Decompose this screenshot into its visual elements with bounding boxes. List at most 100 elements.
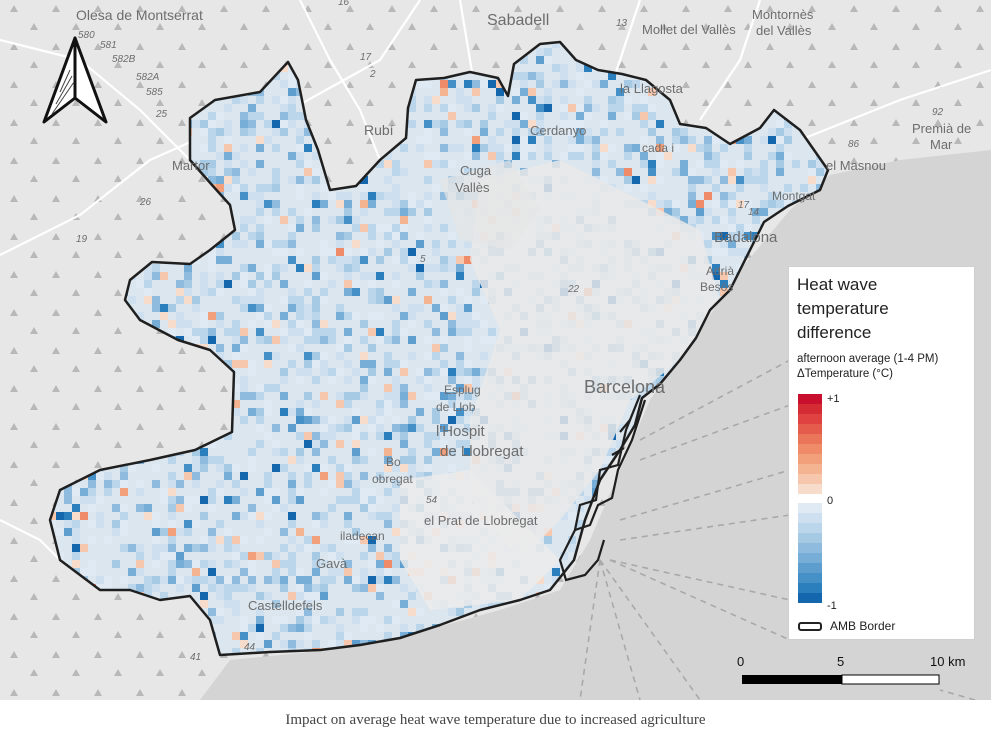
heat-cell xyxy=(744,232,752,240)
heat-cell xyxy=(496,128,504,136)
heat-cell xyxy=(384,248,392,256)
heat-cell xyxy=(96,472,104,480)
heat-cell xyxy=(280,528,288,536)
heat-cell xyxy=(648,384,656,392)
heat-cell xyxy=(432,344,440,352)
road-number-label: 582A xyxy=(136,72,160,83)
label-llobregat: obregat xyxy=(372,472,413,486)
heat-cell xyxy=(336,424,344,432)
heat-cell xyxy=(720,288,728,296)
legend-ramp-step xyxy=(798,444,822,454)
heat-cell xyxy=(152,560,160,568)
heat-cell xyxy=(448,376,456,384)
heat-cell xyxy=(208,144,216,152)
heat-cell xyxy=(696,144,704,152)
heat-cell xyxy=(608,160,616,168)
heat-cell xyxy=(232,400,240,408)
heat-cell xyxy=(272,336,280,344)
heat-cell xyxy=(680,168,688,176)
heat-cell xyxy=(416,200,424,208)
heat-cell xyxy=(120,472,128,480)
heat-cell xyxy=(432,152,440,160)
heat-cell xyxy=(112,504,120,512)
heat-cell xyxy=(192,120,200,128)
heat-cell xyxy=(72,560,80,568)
heat-cell xyxy=(104,480,112,488)
heat-cell xyxy=(344,464,352,472)
heat-cell xyxy=(280,296,288,304)
heat-cell xyxy=(440,336,448,344)
heat-cell xyxy=(392,384,400,392)
heat-cell xyxy=(480,128,488,136)
heat-cell xyxy=(152,296,160,304)
heat-cell xyxy=(688,144,696,152)
label-barcelona: Barcelona xyxy=(584,377,666,397)
heat-cell xyxy=(408,456,416,464)
heat-cell xyxy=(272,448,280,456)
heat-cell xyxy=(336,440,344,448)
road-number-label: 26 xyxy=(139,197,152,208)
scale-label-0: 0 xyxy=(737,654,744,669)
heat-cell xyxy=(624,80,632,88)
heat-cell xyxy=(376,408,384,416)
heat-cell xyxy=(208,176,216,184)
heat-cell xyxy=(432,328,440,336)
heat-cell xyxy=(120,480,128,488)
heat-cell xyxy=(576,520,584,528)
heat-cell xyxy=(744,152,752,160)
heat-cell xyxy=(264,472,272,480)
heat-cell xyxy=(360,320,368,328)
heat-cell xyxy=(328,336,336,344)
heat-cell xyxy=(632,176,640,184)
heat-cell xyxy=(544,48,552,56)
heat-cell xyxy=(440,256,448,264)
heat-cell xyxy=(392,240,400,248)
legend-ramp-step xyxy=(798,503,822,513)
heat-cell xyxy=(360,624,368,632)
map-area[interactable]: Olesa de Montserrat Sabadell Mollet del … xyxy=(0,0,991,700)
heat-cell xyxy=(104,584,112,592)
heat-cell xyxy=(248,408,256,416)
heat-cell xyxy=(296,488,304,496)
heat-cell xyxy=(232,360,240,368)
heat-cell xyxy=(288,592,296,600)
heat-cell xyxy=(336,264,344,272)
heat-cell xyxy=(312,360,320,368)
heat-cell xyxy=(376,568,384,576)
heat-cell xyxy=(584,136,592,144)
heat-cell xyxy=(360,496,368,504)
heat-cell xyxy=(168,456,176,464)
heat-cell xyxy=(360,176,368,184)
heat-cell xyxy=(248,456,256,464)
heat-cell xyxy=(392,328,400,336)
heat-cell xyxy=(288,560,296,568)
legend-ramp-step xyxy=(798,454,822,464)
heat-cell xyxy=(328,328,336,336)
heat-cell xyxy=(176,296,184,304)
heat-cell xyxy=(256,440,264,448)
heat-cell xyxy=(336,240,344,248)
heat-cell xyxy=(304,536,312,544)
heat-cell xyxy=(240,328,248,336)
heat-cell xyxy=(280,280,288,288)
heat-cell xyxy=(408,608,416,616)
heat-cell xyxy=(776,128,784,136)
heat-cell xyxy=(256,520,264,528)
heat-cell xyxy=(312,376,320,384)
heat-cell xyxy=(272,424,280,432)
heat-cell xyxy=(296,584,304,592)
heat-cell xyxy=(464,304,472,312)
heat-cell xyxy=(368,296,376,304)
heat-cell xyxy=(264,496,272,504)
heat-cell xyxy=(520,112,528,120)
heat-cell xyxy=(256,616,264,624)
heat-cell xyxy=(760,208,768,216)
heat-cell xyxy=(472,104,480,112)
heat-cell xyxy=(232,240,240,248)
heat-cell xyxy=(184,520,192,528)
heat-cell xyxy=(464,344,472,352)
heat-cell xyxy=(120,464,128,472)
heat-cell xyxy=(472,80,480,88)
heat-cell xyxy=(368,544,376,552)
heat-cell xyxy=(448,80,456,88)
